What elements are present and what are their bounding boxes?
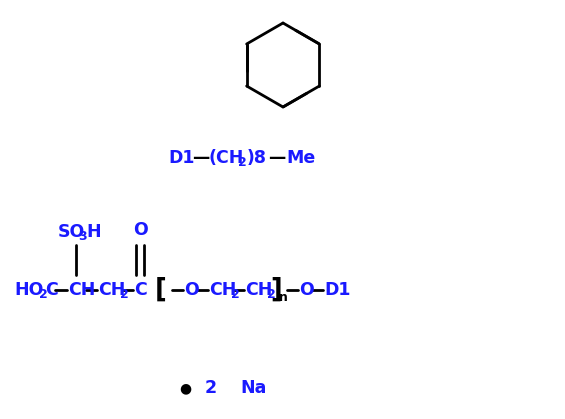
Text: CH: CH (68, 281, 95, 299)
Text: O: O (133, 221, 147, 239)
Text: HO: HO (14, 281, 44, 299)
Text: n: n (279, 290, 288, 303)
Text: D1: D1 (168, 149, 194, 167)
Text: CH: CH (98, 281, 125, 299)
Text: O: O (299, 281, 314, 299)
Text: Me: Me (286, 149, 315, 167)
Text: 2: 2 (205, 379, 217, 397)
Text: SO: SO (58, 223, 85, 241)
Text: —: — (268, 149, 285, 167)
Text: CH: CH (209, 281, 236, 299)
Text: —: — (192, 149, 209, 167)
Text: O: O (184, 281, 199, 299)
Text: (CH: (CH (208, 149, 244, 167)
Text: ]: ] (270, 277, 282, 303)
Text: 2: 2 (120, 287, 129, 300)
Text: ●: ● (179, 381, 191, 395)
Text: D1: D1 (324, 281, 350, 299)
Text: 3: 3 (78, 230, 86, 243)
Text: 2: 2 (39, 287, 48, 300)
Text: 2: 2 (231, 287, 240, 300)
Text: C: C (45, 281, 58, 299)
Text: C: C (134, 281, 147, 299)
Text: CH: CH (245, 281, 272, 299)
Text: 2: 2 (267, 287, 276, 300)
Text: [: [ (155, 277, 167, 303)
Text: Na: Na (240, 379, 266, 397)
Text: 2: 2 (238, 155, 247, 168)
Text: )8: )8 (247, 149, 267, 167)
Text: H: H (86, 223, 101, 241)
